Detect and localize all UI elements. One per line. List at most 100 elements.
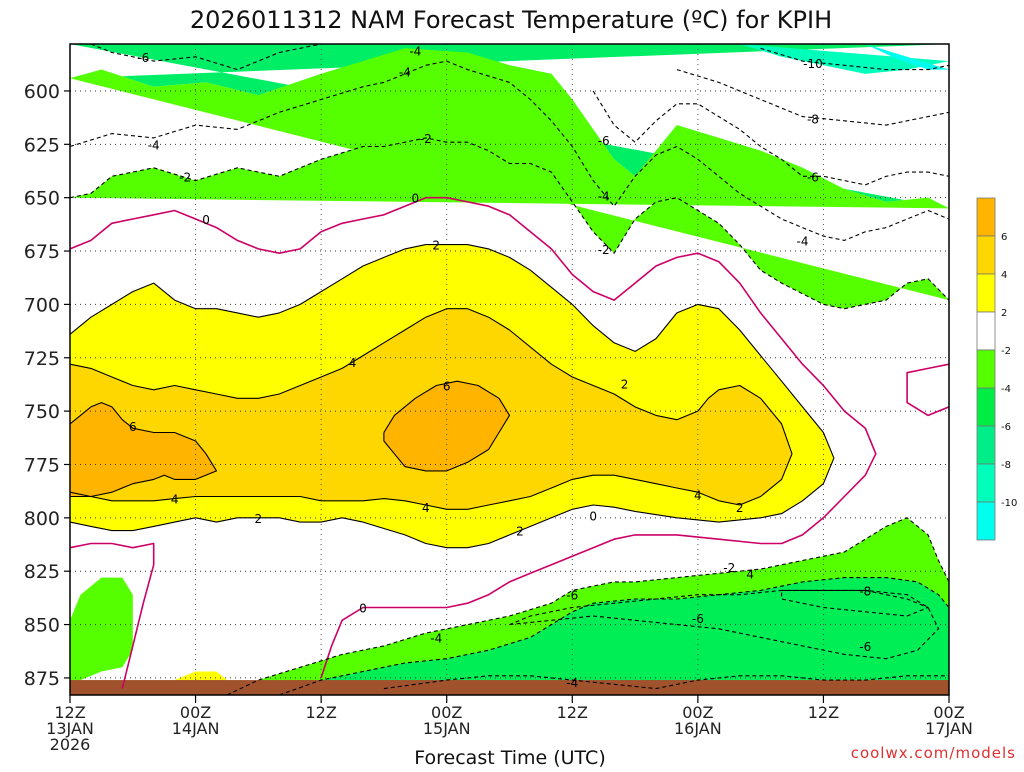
isotherm-label: -4 — [566, 676, 578, 690]
isotherm-label: -4 — [409, 44, 421, 58]
isotherm-label: -2 — [179, 170, 191, 184]
y-tick-label: 600 — [24, 81, 60, 103]
isotherm-label: 0 — [412, 192, 420, 206]
colorbar-swatch-0 — [976, 197, 996, 237]
isotherm--4-17 — [383, 675, 949, 690]
isotherm-label: -2 — [723, 561, 735, 575]
terrain-strip — [70, 680, 949, 695]
colorbar-label: -8 — [1001, 460, 1011, 471]
isotherm-label: -6 — [807, 170, 819, 184]
isotherm--6-15 — [509, 589, 940, 660]
x-tick-label: 00Z — [180, 703, 211, 722]
isotherm-label: -6 — [859, 640, 871, 654]
isotherm-label: 0 — [359, 601, 367, 615]
isotherm-label: -10 — [803, 57, 823, 71]
x-tick-label: 15JAN — [423, 719, 471, 738]
colorbar-label: -2 — [1001, 346, 1011, 357]
isotherm-label: 4 — [422, 501, 430, 515]
colorbar-label: 4 — [1001, 270, 1007, 281]
band-warm-peak-left — [70, 402, 217, 497]
isotherm-label: -2 — [420, 132, 432, 146]
isotherm-labels: -6 -4 -2 0 -4 -2 0 2 4 6 6 4 2 4 2 0 0 2 4 2 -4 -4 -6 -6 -2 4 -8 -6… — [129, 44, 871, 690]
x-tick-label: 2026 — [50, 735, 91, 754]
chart-title: 2026011312 NAM Forecast Temperature (ºC)… — [190, 6, 832, 34]
y-tick-label: 825 — [24, 561, 60, 583]
isotherm-label: 0 — [202, 213, 210, 227]
isotherm--8-11 — [676, 69, 950, 126]
isotherm-0-0 — [69, 196, 877, 679]
band-cold-aloft-core — [739, 44, 949, 74]
x-tick-label: 00Z — [682, 703, 713, 722]
isotherm-0-1 — [69, 542, 155, 689]
x-axis-title: Forecast Time (UTC) — [414, 747, 605, 768]
isotherm-label: 2 — [621, 377, 629, 391]
y-tick-label: 675 — [24, 241, 60, 263]
isotherm--4-14 — [279, 577, 950, 696]
isotherm-label: -6 — [566, 589, 578, 603]
isotherm-label: -6 — [692, 612, 704, 626]
colorbar-swatch-4 — [976, 349, 996, 389]
watermark: coolwx.com/models — [851, 744, 1016, 762]
colorbar-label: -6 — [1001, 422, 1011, 433]
isotherm-label: 2 — [516, 525, 524, 539]
isotherm-label: 6 — [443, 380, 451, 394]
y-tick-label: 850 — [24, 615, 60, 637]
y-axis: 600 625 650 675 700 725 750 775 800 825 850 875 — [24, 81, 70, 690]
colorbar-swatch-7 — [976, 463, 996, 503]
colorbar-swatch-3 — [976, 311, 996, 351]
colorbar-swatch-2 — [976, 273, 996, 313]
x-tick-label: 12Z — [808, 703, 839, 722]
y-tick-label: 775 — [24, 454, 60, 476]
y-tick-label: 750 — [24, 401, 60, 423]
colorbar-label: -10 — [1001, 498, 1017, 509]
isotherm-label: -6 — [137, 51, 149, 65]
isotherm-label: -4 — [797, 234, 809, 248]
isotherm-label: -4 — [430, 631, 442, 645]
isotherm-label: 0 — [589, 510, 597, 524]
isotherm--6-9 — [90, 43, 322, 71]
temperature-bands — [70, 44, 949, 695]
plot-frame — [69, 43, 950, 696]
y-tick-label: 875 — [24, 668, 60, 690]
chart-grid — [70, 44, 949, 695]
y-tick-label: 700 — [24, 294, 60, 316]
isotherm-label: 2 — [255, 512, 263, 526]
isotherm-label: -4 — [148, 138, 160, 152]
colorbar-legend: 6 4 2 -2 -4 -6 -8 -10 — [976, 197, 1017, 541]
x-tick-label: 14JAN — [172, 719, 220, 738]
x-tick-label: 12Z — [54, 703, 85, 722]
colorbar-swatch-8 — [976, 501, 996, 541]
colorbar-label: 6 — [1001, 232, 1007, 243]
colorbar-label: -4 — [1001, 384, 1011, 395]
isotherm-label: -8 — [807, 113, 819, 127]
x-tick-label: 16JAN — [674, 719, 722, 738]
isotherm--6-10 — [592, 90, 950, 186]
y-tick-label: 650 — [24, 188, 60, 210]
isotherm-label: -4 — [399, 66, 411, 80]
isotherm-label: 6 — [129, 420, 137, 434]
x-tick-label: 17JAN — [925, 719, 973, 738]
isotherm-0-2 — [906, 363, 950, 417]
isotherm-label: 2 — [736, 501, 744, 515]
isotherm-2-3 — [69, 244, 835, 549]
isotherm-label: -8 — [859, 584, 871, 598]
colorbar-label: 2 — [1001, 308, 1007, 319]
isotherm-label: 4 — [171, 493, 179, 507]
band-cold-left-patch — [70, 577, 133, 685]
isotherm--2-13 — [226, 517, 950, 696]
isotherm-label: 2 — [432, 239, 440, 253]
isotherm-label: 4 — [349, 356, 357, 370]
terrain — [70, 680, 949, 695]
x-tick-label: 13JAN — [46, 719, 94, 738]
band-green-aloft — [70, 48, 949, 309]
isotherm-label: -2 — [598, 243, 610, 257]
isotherm--4-8 — [69, 60, 950, 241]
colorbar-swatch-6 — [976, 425, 996, 465]
isotherm-label: 4 — [694, 488, 702, 502]
isotherm-label: 4 — [746, 567, 754, 581]
band-warm-peak-center — [383, 381, 510, 471]
colorbar-swatch-5 — [976, 387, 996, 427]
x-tick-label: 12Z — [557, 703, 588, 722]
